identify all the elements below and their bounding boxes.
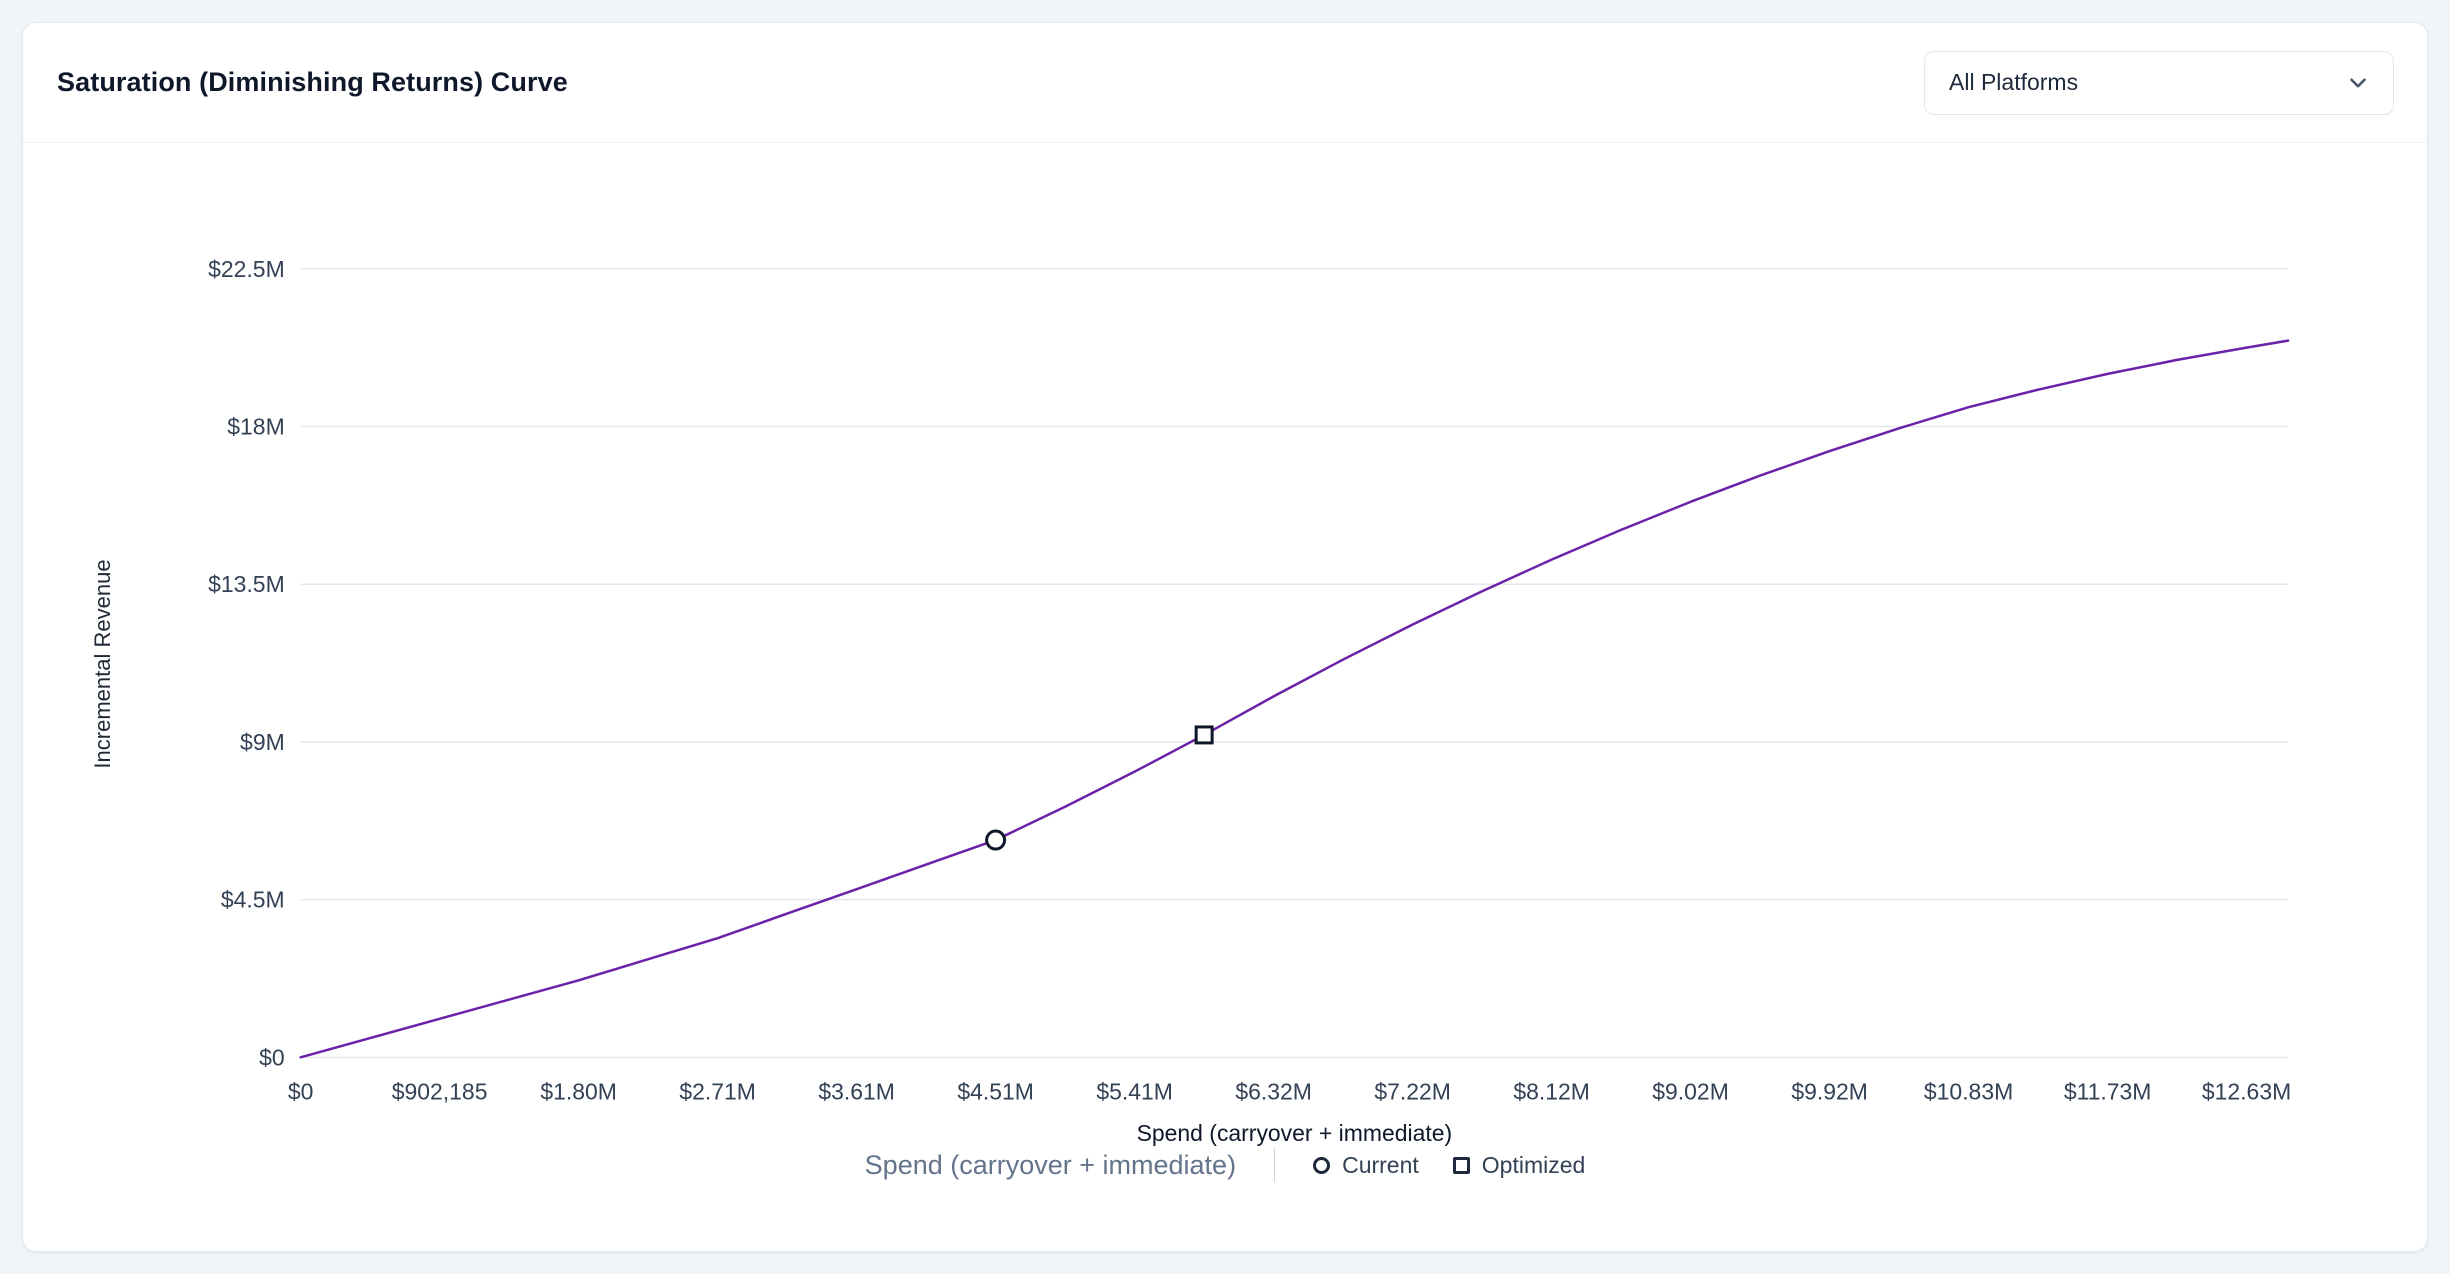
platform-selector[interactable]: All Platforms (1924, 50, 2394, 115)
footer-divider (1274, 1148, 1276, 1182)
x-tick-label: $8.12M (1513, 1078, 1590, 1104)
chart-canvas: $0 $4.5M $9M $13.5M $18M $22.5M $0 $902,185 $1.8… (208, 256, 2291, 1146)
y-tick-label: $18M (227, 413, 284, 439)
card-title: Saturation (Diminishing Returns) Curve (57, 67, 568, 97)
y-tick-label: $4.5M (221, 887, 285, 913)
x-tick-label: $7.22M (1374, 1078, 1451, 1104)
x-tick-label: $9.92M (1791, 1078, 1868, 1104)
x-tick-label: $10.83M (1924, 1078, 2013, 1104)
x-tick-label: $6.32M (1235, 1078, 1312, 1104)
x-tick-label: $9.02M (1652, 1078, 1729, 1104)
current-marker-icon (1313, 1156, 1331, 1174)
saturation-curve-card: Saturation (Diminishing Returns) Curve A… (22, 22, 2428, 1252)
y-tick-label: $13.5M (208, 571, 285, 597)
legend-label-optimized: Optimized (1481, 1151, 1586, 1178)
y-axis-label: Incremental Revenue (90, 559, 115, 769)
x-tick-label: $1.80M (540, 1078, 617, 1104)
legend-item-optimized: Optimized (1452, 1151, 1586, 1179)
x-tick-label: $5.41M (1096, 1078, 1173, 1104)
y-tick-label: $9M (240, 729, 285, 755)
x-axis-title: Spend (carryover + immediate) (1137, 1120, 1453, 1146)
legend-label-current: Current (1342, 1151, 1419, 1178)
footer-axis-label: Spend (carryover + immediate) (864, 1149, 1237, 1180)
current-point-marker (985, 829, 1007, 851)
saturation-curve (299, 339, 2290, 1059)
optimized-marker-icon (1452, 1156, 1470, 1174)
x-tick-label: $902,185 (392, 1078, 488, 1104)
x-tick-label: $11.73M (2064, 1078, 2152, 1104)
chevron-down-icon (2350, 77, 2366, 88)
x-tick-label: $3.61M (818, 1078, 895, 1104)
optimized-point-marker (1194, 725, 1214, 745)
chart-footer: Spend (carryover + immediate) Current Op… (23, 1148, 2427, 1182)
legend-item-current: Current (1313, 1152, 1419, 1179)
card-header: Saturation (Diminishing Returns) Curve A… (23, 23, 2427, 143)
x-tick-label: $2.71M (679, 1078, 756, 1104)
y-tick-label: $0 (259, 1044, 285, 1070)
x-tick-label: $4.51M (957, 1078, 1034, 1104)
platform-selector-value: All Platforms (1949, 69, 2079, 95)
y-tick-label: $22.5M (208, 256, 285, 282)
x-tick-label: $12.63M (2202, 1078, 2291, 1104)
chart-area: $0 $4.5M $9M $13.5M $18M $22.5M $0 $902,185 $1.8… (23, 143, 2427, 1251)
chart-legend: Current Optimized (1313, 1152, 1585, 1179)
x-tick-label: $0 (288, 1078, 314, 1104)
